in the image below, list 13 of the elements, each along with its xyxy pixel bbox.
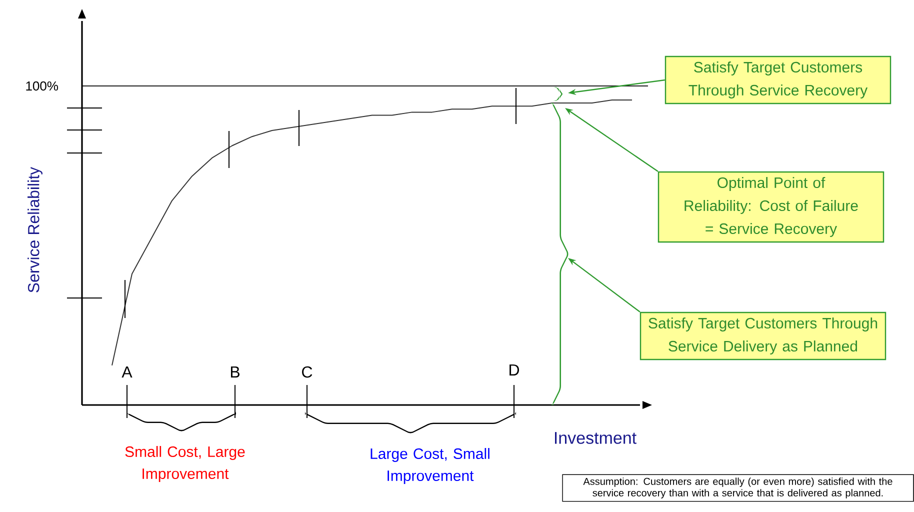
annotation: A xyxy=(122,366,132,378)
y-axis-title: Service Reliability xyxy=(28,166,42,292)
text: Assumption: Customers are equally (or even more) satisfied with the service recovery than with a service that is delivered as planned. xyxy=(583,478,892,498)
annotation: B xyxy=(230,366,240,378)
text: Satisfy Target Customers Through Service Recovery xyxy=(688,62,868,98)
text: 100% xyxy=(26,81,58,91)
x-axis-title: Investment xyxy=(555,432,636,444)
text: Satisfy Target Customers Through Service Delivery as Planned xyxy=(648,318,878,354)
text: Small Cost, Large Improvement xyxy=(125,446,245,482)
annotation: C xyxy=(302,366,312,378)
annotation: D xyxy=(510,364,520,376)
text: Optimal Point of Reliability: Cost of Failure = Service Recovery xyxy=(684,177,858,237)
text: Large Cost, Small Improvement xyxy=(370,448,490,484)
